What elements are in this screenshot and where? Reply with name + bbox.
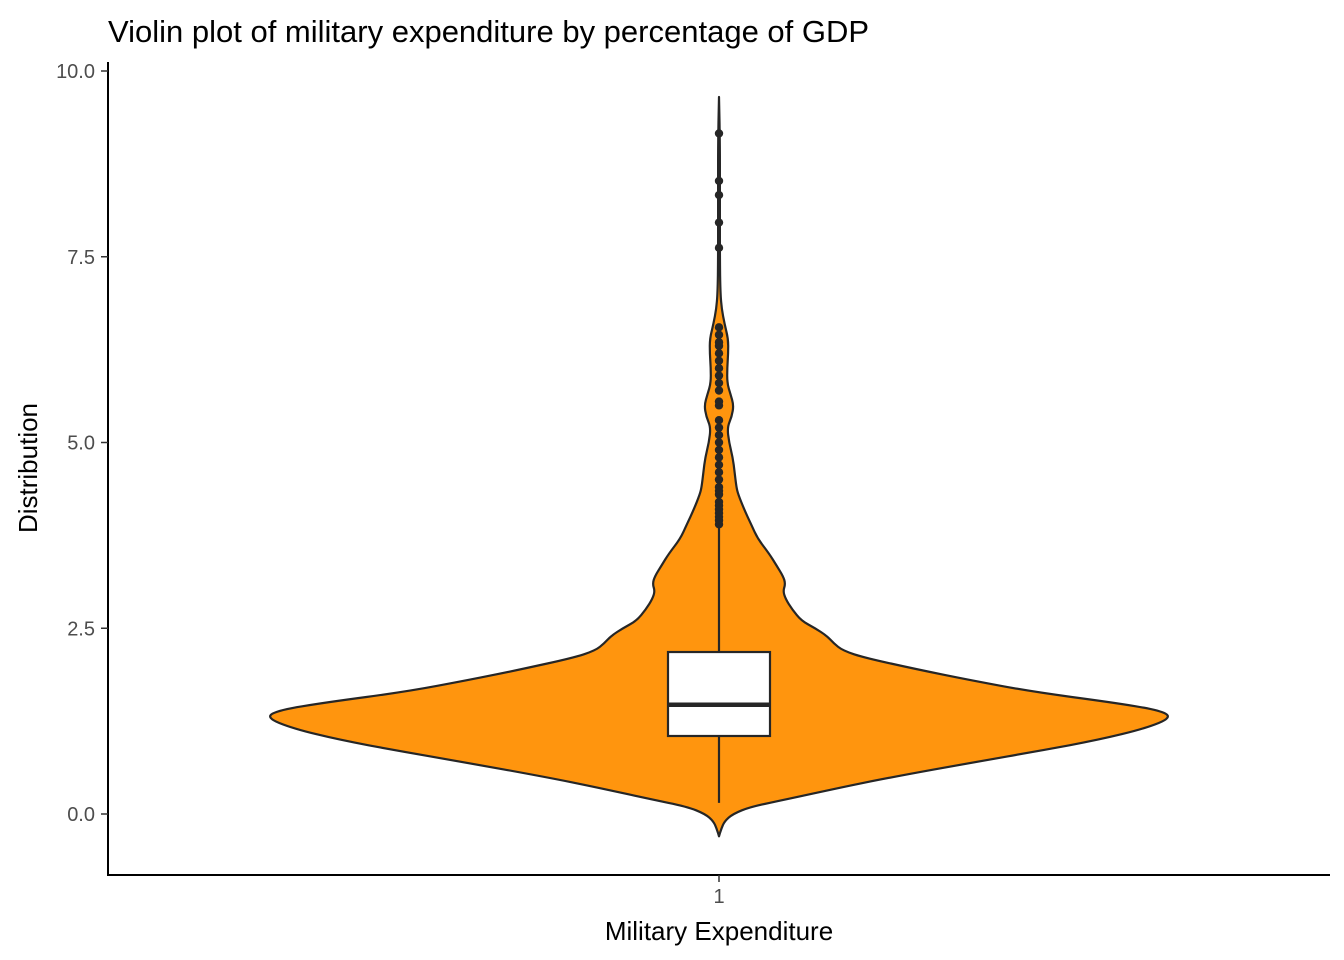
outlier-point <box>714 453 724 462</box>
outlier-point <box>714 475 724 484</box>
outlier-point <box>714 378 724 388</box>
x-tick-label: 1 <box>713 886 724 908</box>
outlier-point <box>714 371 724 380</box>
outlier-point <box>714 482 724 492</box>
outlier-point <box>714 129 724 138</box>
x-axis-ticks: 1 <box>713 875 725 908</box>
outlier-point <box>714 468 724 477</box>
x-axis-label: Military Expenditure <box>605 916 833 946</box>
y-axis-label: Distribution <box>13 403 43 533</box>
outlier-point <box>714 176 724 186</box>
y-tick-label: 10.0 <box>56 61 95 83</box>
outlier-point <box>714 430 724 440</box>
outlier-point <box>714 337 724 347</box>
outlier-point <box>714 190 724 200</box>
outlier-point <box>714 364 724 373</box>
y-axis-ticks: 0.0 2.5 5.0 7.5 10.0 <box>56 61 108 826</box>
outlier-point <box>714 218 724 227</box>
chart-title: Violin plot of military expenditure by p… <box>108 14 869 49</box>
outlier-point <box>714 497 724 507</box>
outlier-point <box>714 243 724 253</box>
y-tick-label: 7.5 <box>67 247 95 269</box>
y-tick-label: 2.5 <box>67 618 95 640</box>
box-iqr <box>666 650 772 738</box>
y-tick-label: 5.0 <box>67 433 95 455</box>
outlier-point <box>714 356 724 365</box>
outlier-point <box>714 397 724 406</box>
outlier-point <box>714 423 724 432</box>
y-tick-label: 0.0 <box>67 804 95 826</box>
outlier-point <box>714 438 724 447</box>
outlier-point <box>714 323 724 332</box>
outlier-point <box>714 330 724 339</box>
boxplot-layer <box>666 129 772 803</box>
outlier-point <box>714 445 724 455</box>
outlier-point <box>714 349 724 358</box>
outlier-point <box>714 460 724 469</box>
outlier-point <box>714 386 724 395</box>
outlier-point <box>714 416 724 425</box>
